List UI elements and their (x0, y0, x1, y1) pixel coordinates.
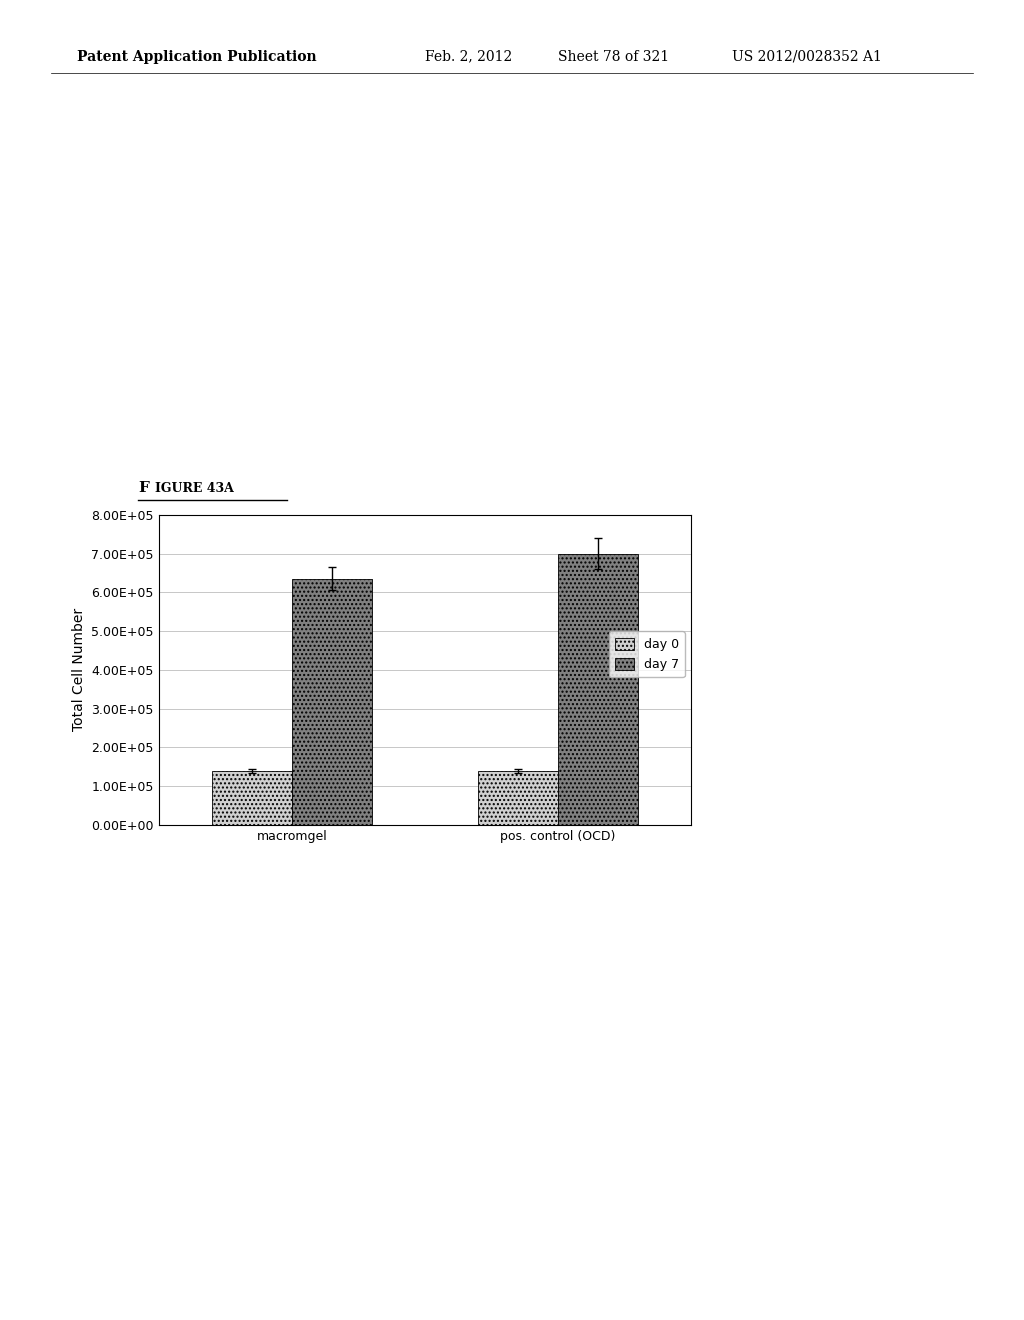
Bar (212, 771, 292, 825)
Text: Sheet 78 of 321: Sheet 78 of 321 (558, 50, 670, 63)
Text: Patent Application Publication: Patent Application Publication (77, 50, 316, 63)
Text: IGURE 43A: IGURE 43A (155, 482, 233, 495)
Legend: day 0, day 7: day 0, day 7 (608, 631, 685, 677)
Y-axis label: Total Cell Number: Total Cell Number (72, 609, 86, 731)
Text: US 2012/0028352 A1: US 2012/0028352 A1 (732, 50, 882, 63)
Bar (292, 578, 372, 825)
Bar (558, 553, 638, 825)
Text: F: F (138, 480, 150, 495)
Text: Feb. 2, 2012: Feb. 2, 2012 (425, 50, 512, 63)
Bar (478, 771, 558, 825)
